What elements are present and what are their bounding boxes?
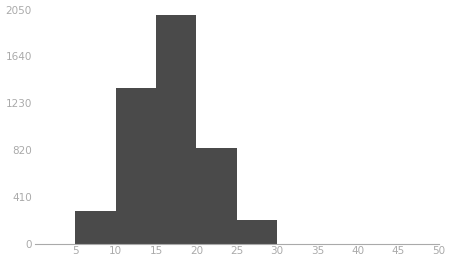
Bar <box>196 148 237 244</box>
Bar <box>115 88 156 244</box>
Bar <box>237 220 277 244</box>
Bar <box>156 15 196 244</box>
Bar <box>75 211 115 244</box>
